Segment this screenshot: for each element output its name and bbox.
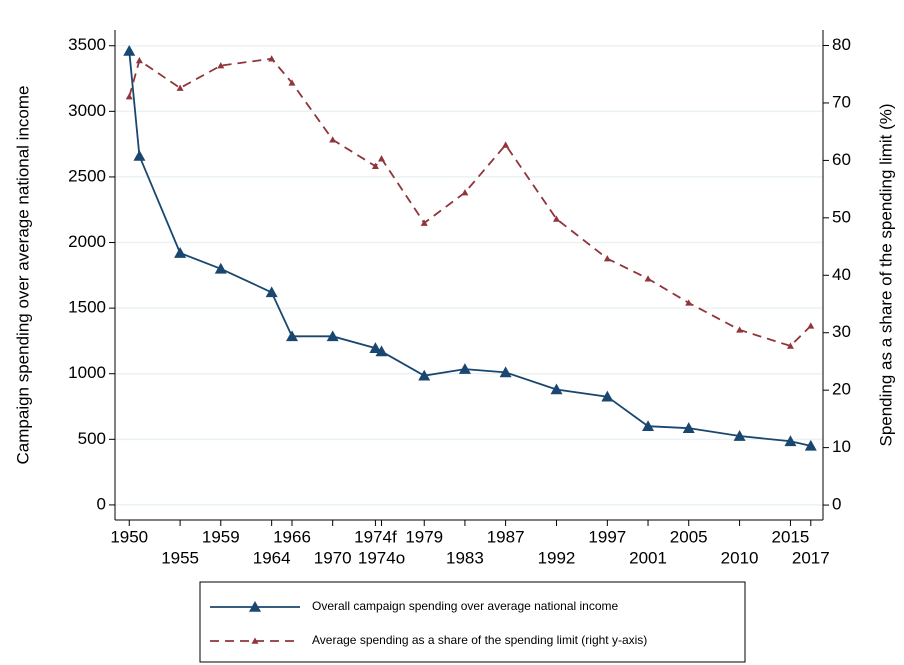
y2-tick-label: 20 bbox=[832, 380, 851, 399]
data-point bbox=[326, 330, 339, 342]
x-tick-label: 1964 bbox=[253, 548, 291, 567]
data-point bbox=[807, 322, 815, 329]
x-tick-label: 1983 bbox=[446, 548, 484, 567]
data-point bbox=[286, 330, 298, 342]
data-point bbox=[288, 79, 296, 86]
y-tick-label: 500 bbox=[78, 429, 106, 448]
x-tick-label: 1974f bbox=[354, 527, 397, 546]
x-tick-label: 1987 bbox=[487, 527, 525, 546]
data-point bbox=[268, 55, 276, 62]
data-point bbox=[733, 430, 746, 441]
y-tick-label: 3000 bbox=[68, 101, 106, 120]
data-point bbox=[786, 342, 794, 349]
data-point bbox=[502, 141, 510, 148]
y-tick-label: 2000 bbox=[68, 232, 106, 251]
y2-tick-label: 50 bbox=[832, 207, 851, 226]
data-point bbox=[682, 422, 695, 433]
y-tick-label: 3500 bbox=[68, 35, 106, 54]
x-tick-label: 1955 bbox=[161, 548, 199, 567]
x-tick-label: 1966 bbox=[273, 527, 311, 546]
x-tick-label: 2005 bbox=[670, 527, 708, 546]
legend-label: Overall campaign spending over average n… bbox=[312, 599, 619, 613]
data-point bbox=[375, 345, 388, 357]
data-point bbox=[642, 420, 655, 431]
data-point bbox=[461, 189, 469, 196]
data-point bbox=[603, 255, 611, 262]
legend-label: Average spending as a share of the spend… bbox=[312, 633, 647, 647]
y2-tick-label: 60 bbox=[832, 150, 851, 169]
legend-marker bbox=[249, 601, 261, 612]
data-point bbox=[378, 155, 386, 162]
x-tick-label: 1959 bbox=[202, 527, 240, 546]
series-line bbox=[128, 57, 812, 347]
data-point bbox=[174, 247, 187, 258]
data-point bbox=[369, 342, 382, 353]
data-point bbox=[784, 435, 797, 447]
y2-tick-label: 80 bbox=[832, 35, 851, 54]
y-tick-label: 1500 bbox=[68, 298, 106, 317]
data-point bbox=[644, 275, 652, 282]
data-point bbox=[265, 286, 278, 298]
x-tick-label: 1970 bbox=[314, 548, 352, 567]
y2-tick-label: 30 bbox=[832, 322, 851, 341]
series-line bbox=[128, 50, 811, 447]
legend-marker bbox=[251, 637, 259, 644]
y2-tick-label: 70 bbox=[832, 92, 851, 111]
y-tick-label: 2500 bbox=[68, 166, 106, 185]
data-point bbox=[418, 369, 431, 381]
data-point bbox=[123, 44, 136, 56]
data-point bbox=[685, 299, 693, 306]
data-point bbox=[550, 383, 563, 395]
data-point bbox=[420, 219, 428, 226]
data-point bbox=[125, 93, 133, 100]
x-tick-label: 1974o bbox=[358, 548, 405, 567]
data-point bbox=[601, 390, 614, 402]
x-tick-label: 2010 bbox=[721, 548, 759, 567]
data-point bbox=[458, 363, 471, 374]
data-point bbox=[499, 366, 512, 378]
data-point bbox=[329, 136, 337, 143]
data-point bbox=[135, 56, 143, 64]
data-point bbox=[804, 439, 817, 451]
x-tick-label: 2001 bbox=[629, 548, 667, 567]
data-point bbox=[217, 62, 225, 69]
x-tick-label: 2015 bbox=[772, 527, 810, 546]
data-point bbox=[176, 84, 184, 91]
y2-tick-label: 0 bbox=[832, 495, 841, 514]
legend-frame bbox=[199, 581, 746, 663]
x-tick-label: 1992 bbox=[538, 548, 576, 567]
x-tick-label: 2017 bbox=[792, 548, 830, 567]
data-point bbox=[214, 262, 227, 274]
data-point bbox=[371, 162, 379, 169]
y2-tick-label: 40 bbox=[832, 265, 851, 284]
data-point bbox=[133, 149, 146, 161]
y-tick-label: 0 bbox=[97, 494, 106, 513]
y-tick-label: 1000 bbox=[68, 363, 106, 382]
data-point bbox=[736, 326, 744, 333]
x-tick-label: 1979 bbox=[405, 527, 443, 546]
y2-axis-label: Spending as a share of the spending limi… bbox=[876, 103, 895, 446]
data-point bbox=[552, 215, 560, 222]
x-tick-label: 1950 bbox=[110, 527, 148, 546]
y-axis-label: Campaign spending over average national … bbox=[13, 86, 32, 465]
y2-tick-label: 10 bbox=[832, 437, 851, 456]
x-tick-label: 1997 bbox=[588, 527, 626, 546]
